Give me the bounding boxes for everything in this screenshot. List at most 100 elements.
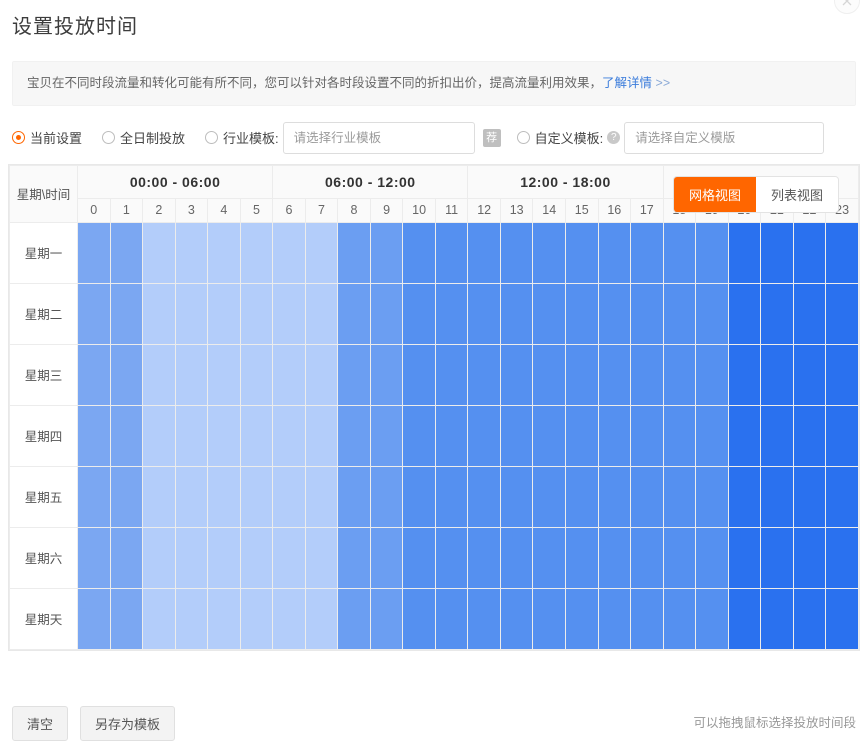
schedule-cell-6-0[interactable] xyxy=(77,587,111,650)
schedule-cell-2-12[interactable] xyxy=(467,343,501,406)
schedule-cell-6-3[interactable] xyxy=(174,587,209,650)
schedule-cell-5-23[interactable] xyxy=(825,526,859,589)
schedule-cell-1-21[interactable] xyxy=(760,282,794,345)
schedule-cell-2-6[interactable] xyxy=(272,343,306,406)
schedule-cell-1-7[interactable] xyxy=(304,282,339,345)
schedule-cell-6-20[interactable] xyxy=(727,587,762,650)
schedule-cell-6-14[interactable] xyxy=(532,587,566,650)
schedule-cell-6-18[interactable] xyxy=(662,587,697,650)
schedule-cell-5-14[interactable] xyxy=(532,526,566,589)
schedule-cell-6-23[interactable] xyxy=(825,587,859,650)
schedule-cell-4-3[interactable] xyxy=(174,465,209,528)
schedule-cell-0-20[interactable] xyxy=(727,221,762,284)
schedule-cell-4-11[interactable] xyxy=(434,465,469,528)
schedule-cell-3-2[interactable] xyxy=(142,404,176,467)
schedule-cell-5-0[interactable] xyxy=(77,526,111,589)
schedule-cell-1-17[interactable] xyxy=(630,282,664,345)
schedule-cell-6-1[interactable] xyxy=(109,587,144,650)
schedule-cell-6-11[interactable] xyxy=(434,587,469,650)
schedule-cell-5-19[interactable] xyxy=(695,526,729,589)
schedule-cell-3-0[interactable] xyxy=(77,404,111,467)
schedule-cell-6-4[interactable] xyxy=(207,587,241,650)
schedule-cell-3-5[interactable] xyxy=(239,404,274,467)
radio-custom-icon[interactable] xyxy=(516,131,530,145)
schedule-cell-5-11[interactable] xyxy=(434,526,469,589)
schedule-cell-5-10[interactable] xyxy=(402,526,436,589)
schedule-cell-4-14[interactable] xyxy=(532,465,566,528)
schedule-cell-1-0[interactable] xyxy=(77,282,111,345)
learn-more-link[interactable]: 了解详情 xyxy=(602,76,653,90)
schedule-cell-5-8[interactable] xyxy=(337,526,371,589)
schedule-cell-3-4[interactable] xyxy=(207,404,241,467)
schedule-cell-1-8[interactable] xyxy=(337,282,371,345)
schedule-cell-6-21[interactable] xyxy=(760,587,794,650)
schedule-cell-6-13[interactable] xyxy=(499,587,534,650)
schedule-cell-5-6[interactable] xyxy=(272,526,306,589)
schedule-cell-2-2[interactable] xyxy=(142,343,176,406)
schedule-cell-3-22[interactable] xyxy=(792,404,827,467)
schedule-cell-2-4[interactable] xyxy=(207,343,241,406)
schedule-cell-1-14[interactable] xyxy=(532,282,566,345)
schedule-cell-5-7[interactable] xyxy=(304,526,339,589)
schedule-cell-4-18[interactable] xyxy=(662,465,697,528)
schedule-cell-2-18[interactable] xyxy=(662,343,697,406)
schedule-cell-0-4[interactable] xyxy=(207,221,241,284)
schedule-cell-4-10[interactable] xyxy=(402,465,436,528)
schedule-cell-6-7[interactable] xyxy=(304,587,339,650)
radio-option-industry[interactable]: 行业模板: xyxy=(205,128,279,147)
schedule-cell-6-15[interactable] xyxy=(564,587,599,650)
schedule-cell-3-1[interactable] xyxy=(109,404,144,467)
schedule-cell-5-9[interactable] xyxy=(369,526,404,589)
schedule-cell-2-3[interactable] xyxy=(174,343,209,406)
schedule-cell-4-5[interactable] xyxy=(239,465,274,528)
schedule-cell-3-11[interactable] xyxy=(434,404,469,467)
schedule-cell-4-22[interactable] xyxy=(792,465,827,528)
schedule-cell-0-18[interactable] xyxy=(662,221,697,284)
schedule-cell-0-5[interactable] xyxy=(239,221,274,284)
schedule-cell-4-13[interactable] xyxy=(499,465,534,528)
schedule-cell-4-0[interactable] xyxy=(77,465,111,528)
schedule-cell-2-10[interactable] xyxy=(402,343,436,406)
schedule-cell-1-19[interactable] xyxy=(695,282,729,345)
schedule-cell-6-6[interactable] xyxy=(272,587,306,650)
schedule-cell-2-7[interactable] xyxy=(304,343,339,406)
schedule-cell-3-23[interactable] xyxy=(825,404,859,467)
schedule-cell-1-1[interactable] xyxy=(109,282,144,345)
schedule-cell-5-4[interactable] xyxy=(207,526,241,589)
schedule-cell-5-2[interactable] xyxy=(142,526,176,589)
schedule-cell-4-15[interactable] xyxy=(564,465,599,528)
schedule-cell-3-8[interactable] xyxy=(337,404,371,467)
schedule-cell-4-6[interactable] xyxy=(272,465,306,528)
schedule-cell-1-20[interactable] xyxy=(727,282,762,345)
schedule-cell-6-17[interactable] xyxy=(630,587,664,650)
schedule-cell-2-1[interactable] xyxy=(109,343,144,406)
schedule-cell-0-3[interactable] xyxy=(174,221,209,284)
schedule-cell-3-13[interactable] xyxy=(499,404,534,467)
schedule-cell-3-21[interactable] xyxy=(760,404,794,467)
schedule-cell-5-20[interactable] xyxy=(727,526,762,589)
schedule-cell-0-23[interactable] xyxy=(825,221,859,284)
schedule-cell-4-12[interactable] xyxy=(467,465,501,528)
schedule-cell-5-21[interactable] xyxy=(760,526,794,589)
schedule-cell-2-22[interactable] xyxy=(792,343,827,406)
schedule-cell-6-12[interactable] xyxy=(467,587,501,650)
schedule-cell-3-19[interactable] xyxy=(695,404,729,467)
schedule-cell-6-5[interactable] xyxy=(239,587,274,650)
schedule-cell-0-2[interactable] xyxy=(142,221,176,284)
schedule-cell-0-22[interactable] xyxy=(792,221,827,284)
schedule-cell-1-3[interactable] xyxy=(174,282,209,345)
schedule-cell-0-8[interactable] xyxy=(337,221,371,284)
schedule-cell-3-3[interactable] xyxy=(174,404,209,467)
schedule-cell-2-19[interactable] xyxy=(695,343,729,406)
schedule-cell-3-12[interactable] xyxy=(467,404,501,467)
schedule-cell-6-22[interactable] xyxy=(792,587,827,650)
schedule-cell-3-18[interactable] xyxy=(662,404,697,467)
schedule-cell-2-8[interactable] xyxy=(337,343,371,406)
schedule-cell-1-16[interactable] xyxy=(597,282,632,345)
schedule-cell-3-17[interactable] xyxy=(630,404,664,467)
schedule-cell-3-6[interactable] xyxy=(272,404,306,467)
radio-industry-icon[interactable] xyxy=(205,131,219,145)
schedule-cell-0-10[interactable] xyxy=(402,221,436,284)
schedule-cell-5-5[interactable] xyxy=(239,526,274,589)
schedule-cell-2-13[interactable] xyxy=(499,343,534,406)
